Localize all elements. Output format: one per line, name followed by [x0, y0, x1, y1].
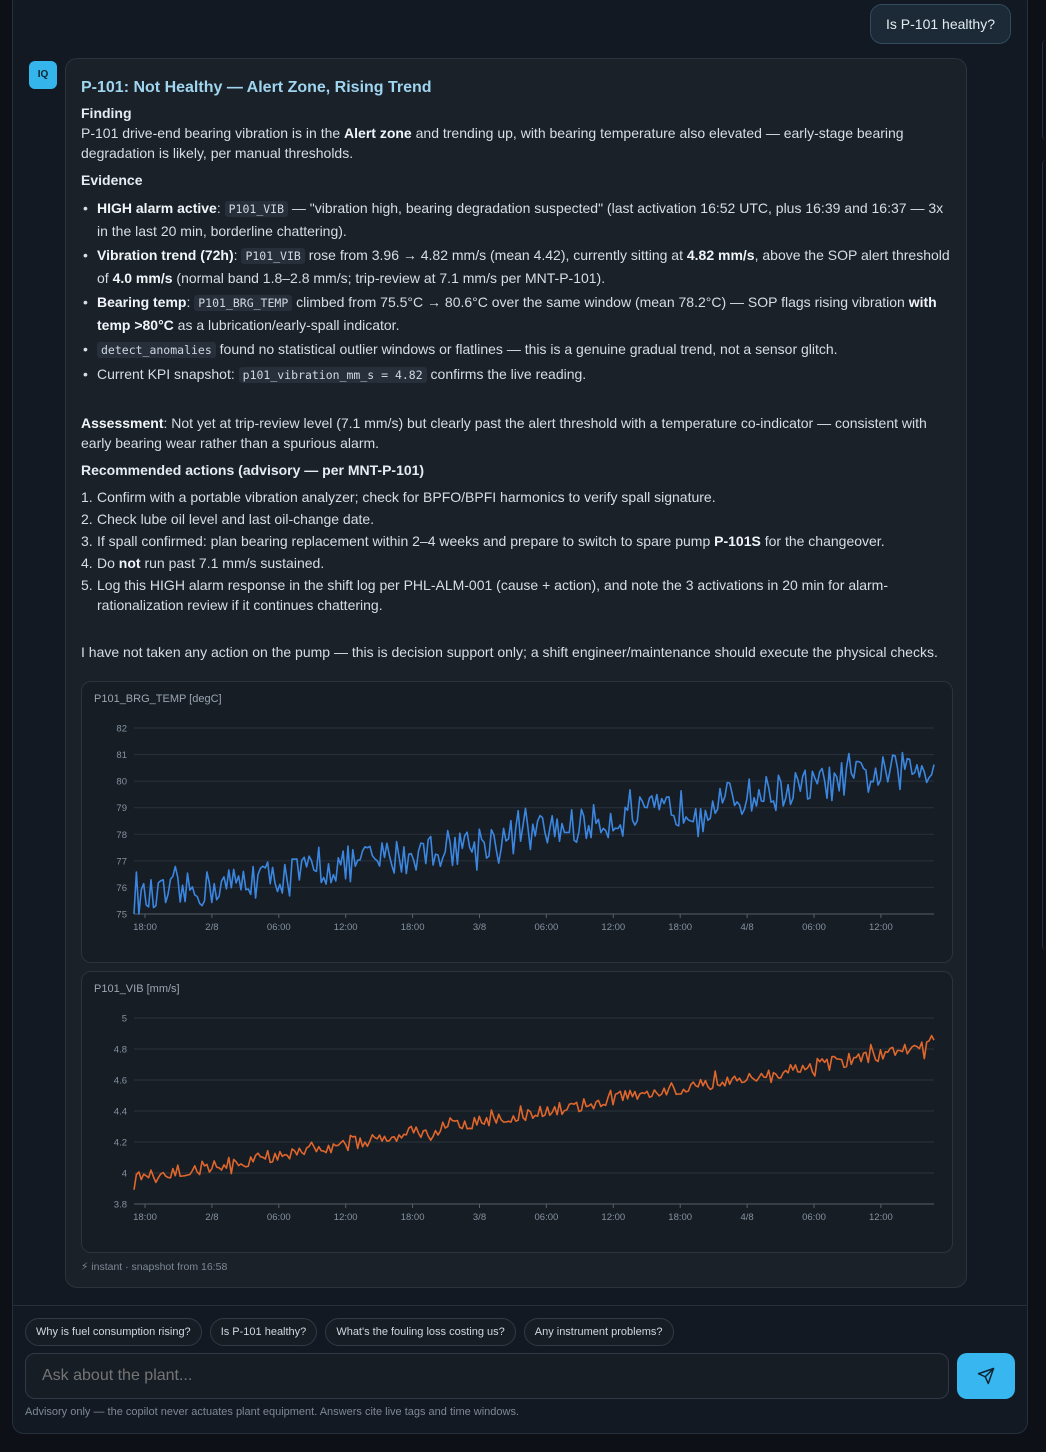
vibration-chart: P101_VIB [mm/s] 3.8 4 4.2 4.4 4.6 4.8 5 18:00 2/…: [81, 971, 953, 1253]
closing-note: I have not taken any action on the pump …: [81, 644, 938, 660]
actions-list: 1. Confirm with a portable vibration anal…: [81, 487, 953, 615]
y-tick-label: 78: [116, 830, 127, 841]
kpi-code: p101_vibration_mm_s = 4.82: [238, 367, 427, 383]
send-button[interactable]: [957, 1353, 1015, 1399]
tag-code: P101_VIB: [224, 201, 289, 217]
y-tick-label: 5: [122, 1014, 127, 1025]
assistant-answer-card: P-101: Not Healthy — Alert Zone, Rising …: [65, 58, 967, 1288]
tag-code: P101_VIB: [241, 248, 305, 264]
x-tick-label: 12:00: [869, 1212, 893, 1223]
y-tick-label: 76: [116, 883, 127, 894]
assistant-avatar: IQ: [29, 61, 57, 89]
action-item: 3. If spall confirmed: plan bearing repla…: [81, 533, 885, 549]
y-tick-label: 4.8: [114, 1045, 127, 1056]
y-tick-label: 80: [116, 777, 127, 788]
action-item: 1. Confirm with a portable vibration anal…: [81, 489, 716, 505]
x-tick-label: 12:00: [601, 922, 625, 933]
finding-text: P-101 drive-end bearing vibration is in …: [81, 125, 904, 161]
x-tick-label: 4/8: [740, 1212, 753, 1223]
bearing-temp-chart: P101_BRG_TEMP [degC] 75 76 77 78 79 80 81 82 18:…: [81, 681, 953, 963]
x-tick-label: 3/8: [473, 1212, 486, 1223]
chart-svg: 3.8 4 4.2 4.4 4.6 4.8 5 18:00 2/8 06:00 12:00 18:00…: [114, 1014, 935, 1223]
suggestion-chip[interactable]: Is P-101 healthy?: [209, 1318, 318, 1346]
x-tick-label: 12:00: [601, 1212, 625, 1223]
evidence-item: Current KPI snapshot: p101_vibration_mm_…: [81, 363, 953, 386]
x-tick-label: 18:00: [668, 1212, 692, 1223]
finding-heading: Finding: [81, 105, 132, 121]
chart-title: P101_BRG_TEMP [degC]: [94, 693, 222, 705]
x-tick-label: 06:00: [535, 1212, 559, 1223]
actions-heading: Recommended actions (advisory — per MNT-…: [81, 462, 425, 478]
y-tick-label: 4.4: [114, 1107, 127, 1118]
answer-title: P-101: Not Healthy — Alert Zone, Rising …: [81, 79, 432, 96]
y-tick-label: 4.6: [114, 1076, 127, 1087]
side-panel-edge: [1042, 40, 1046, 140]
evidence-item: HIGH alarm active: P101_VIB — "vibration…: [81, 197, 953, 242]
x-tick-label: 06:00: [535, 922, 559, 933]
series-line: [133, 751, 935, 915]
y-tick-label: 82: [116, 724, 127, 735]
x-tick-label: 2/8: [205, 922, 218, 933]
y-tick-label: 4.2: [114, 1138, 127, 1149]
x-tick-label: 18:00: [401, 1212, 425, 1223]
action-item: 4. Do not run past 7.1 mm/s sustained.: [81, 555, 325, 571]
assessment-text: Assessment: Not yet at trip-review level…: [81, 415, 927, 451]
suggestion-chip[interactable]: What's the fouling loss costing us?: [325, 1318, 516, 1346]
user-message: Is P-101 healthy?: [870, 4, 1011, 44]
snapshot-footnote: ⚡ instant · snapshot from 16:58: [81, 1261, 228, 1273]
send-icon: [977, 1367, 995, 1385]
evidence-list: HIGH alarm active: P101_VIB — "vibration…: [81, 197, 953, 386]
x-tick-label: 18:00: [133, 922, 157, 933]
x-tick-label: 12:00: [334, 1212, 358, 1223]
evidence-item: detect_anomalies found no statistical ou…: [81, 338, 953, 361]
composer-divider: [12, 1305, 1028, 1306]
x-tick-label: 12:00: [334, 922, 358, 933]
suggestion-chip[interactable]: Any instrument problems?: [523, 1318, 674, 1346]
x-tick-label: 06:00: [267, 922, 291, 933]
y-tick-label: 75: [116, 910, 127, 921]
x-tick-label: 18:00: [133, 1212, 157, 1223]
y-tick-label: 79: [116, 803, 127, 814]
answer-content: P-101: Not Healthy — Alert Zone, Rising …: [81, 77, 953, 662]
x-tick-label: 2/8: [205, 1212, 218, 1223]
suggestion-chip[interactable]: Why is fuel consumption rising?: [25, 1318, 202, 1346]
action-item: 2. Check lube oil level and last oil-chan…: [81, 511, 375, 527]
x-tick-label: 18:00: [401, 922, 425, 933]
series-line: [133, 1034, 935, 1190]
evidence-heading: Evidence: [81, 172, 143, 188]
chart-svg: 75 76 77 78 79 80 81 82 18:00 2/8 06:00 12:00 18:00 3…: [116, 724, 935, 933]
y-tick-label: 4: [122, 1169, 127, 1180]
tag-code: P101_BRG_TEMP: [194, 295, 293, 311]
tool-code: detect_anomalies: [97, 342, 216, 358]
x-tick-label: 06:00: [802, 1212, 826, 1223]
x-tick-label: 12:00: [869, 922, 893, 933]
y-tick-label: 77: [116, 856, 127, 867]
action-item: 5. Log this HIGH alarm response in the sh…: [81, 577, 888, 613]
x-tick-label: 4/8: [740, 922, 753, 933]
chart-title: P101_VIB [mm/s]: [94, 983, 180, 995]
x-tick-label: 3/8: [473, 922, 486, 933]
y-tick-label: 3.8: [114, 1200, 127, 1211]
y-tick-label: 81: [116, 750, 127, 761]
chat-input[interactable]: [25, 1353, 949, 1399]
x-tick-label: 18:00: [668, 922, 692, 933]
x-tick-label: 06:00: [802, 922, 826, 933]
advisory-disclaimer: Advisory only — the copilot never actuat…: [25, 1406, 520, 1418]
suggestion-chips: Why is fuel consumption rising? Is P-101…: [25, 1318, 674, 1346]
evidence-item: Vibration trend (72h): P101_VIB rose fro…: [81, 244, 953, 289]
x-tick-label: 06:00: [267, 1212, 291, 1223]
side-panel-edge: [1042, 160, 1046, 950]
evidence-item: Bearing temp: P101_BRG_TEMP climbed from…: [81, 291, 953, 336]
